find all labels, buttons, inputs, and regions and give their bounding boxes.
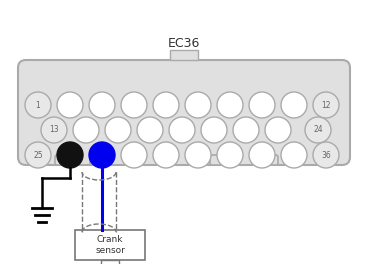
Circle shape	[89, 92, 115, 118]
Circle shape	[121, 142, 147, 168]
Text: 24: 24	[313, 125, 323, 134]
Text: 36: 36	[321, 150, 331, 159]
Circle shape	[265, 117, 291, 143]
Circle shape	[121, 92, 147, 118]
FancyBboxPatch shape	[18, 60, 350, 165]
Circle shape	[281, 142, 307, 168]
Circle shape	[25, 142, 51, 168]
Circle shape	[153, 92, 179, 118]
Circle shape	[57, 142, 83, 168]
Circle shape	[57, 92, 83, 118]
Text: 13: 13	[49, 125, 59, 134]
FancyBboxPatch shape	[210, 155, 228, 165]
Bar	[101, 260, 119, 264]
Text: 1: 1	[36, 101, 40, 110]
FancyBboxPatch shape	[55, 155, 73, 165]
Circle shape	[89, 142, 115, 168]
FancyBboxPatch shape	[90, 155, 108, 165]
Circle shape	[313, 92, 339, 118]
Circle shape	[305, 117, 331, 143]
Circle shape	[281, 92, 307, 118]
Text: Crank
sensor: Crank sensor	[95, 235, 125, 255]
FancyBboxPatch shape	[260, 155, 278, 165]
Text: 12: 12	[321, 101, 331, 110]
Circle shape	[153, 142, 179, 168]
Circle shape	[73, 117, 99, 143]
Text: 25: 25	[33, 150, 43, 159]
Bar	[75, 230, 145, 260]
Circle shape	[25, 92, 51, 118]
Circle shape	[137, 117, 163, 143]
Circle shape	[217, 142, 243, 168]
Circle shape	[249, 142, 275, 168]
Circle shape	[201, 117, 227, 143]
Circle shape	[169, 117, 195, 143]
Circle shape	[217, 92, 243, 118]
Circle shape	[185, 92, 211, 118]
Bar	[170, 50, 198, 60]
Circle shape	[249, 92, 275, 118]
Circle shape	[313, 142, 339, 168]
Circle shape	[41, 117, 67, 143]
Circle shape	[105, 117, 131, 143]
Circle shape	[185, 142, 211, 168]
Circle shape	[233, 117, 259, 143]
Text: EC36: EC36	[168, 37, 200, 50]
